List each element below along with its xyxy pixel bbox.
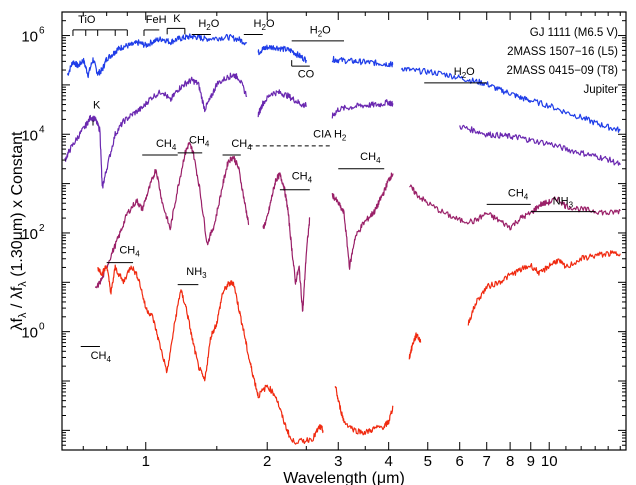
series-2 <box>64 72 621 189</box>
x-tick-label-2: 2 <box>263 453 271 470</box>
y-axis-label: λfλ / λfλ (1.30μm) x Constant <box>9 131 29 331</box>
x-tick-label-3: 3 <box>334 453 342 470</box>
series-2-segment-3 <box>331 99 394 119</box>
legend-entry-1: GJ 1111 (M6.5 V) <box>530 27 618 39</box>
series-2-segment-1 <box>64 72 248 189</box>
series-1-segment-1 <box>67 33 248 79</box>
annotation-label-20: CH4 <box>91 350 112 364</box>
annotation-label-5: H2O <box>254 18 275 32</box>
annotation-label-3: K <box>173 13 181 25</box>
series-1 <box>67 33 621 133</box>
y-tick-label-4: 10 <box>21 29 38 46</box>
series-4-segment-4 <box>467 250 621 326</box>
series-3-segment-1 <box>94 141 250 289</box>
annotation-label-1: TiO <box>78 14 96 26</box>
series-1-segment-4 <box>400 66 621 133</box>
series-4 <box>97 250 621 445</box>
x-tick-label-5: 5 <box>424 453 432 470</box>
y-tick-label-3: 10 <box>21 127 38 144</box>
legend: GJ 1111 (M6.5 V) 2MASS 1507−16 (L5) 2MASS … <box>506 27 618 96</box>
series-4-segment-1 <box>97 264 324 445</box>
y-tick-exponent-4: 6 <box>39 26 45 37</box>
series-3-segment-2 <box>262 172 311 312</box>
annotation-label-11: CH4 <box>189 134 210 148</box>
series-3 <box>94 141 621 312</box>
legend-entry-4: Jupiter <box>583 84 618 96</box>
series-1-segment-2 <box>257 44 307 64</box>
y-tick-exponent-2: 2 <box>39 223 45 234</box>
x-tick-label-10: 10 <box>541 453 558 470</box>
legend-entry-3: 2MASS 0415−09 (T8) <box>506 65 618 77</box>
y-tick-label-2: 10 <box>21 226 38 243</box>
annotation-label-8: H2O <box>454 66 475 80</box>
annotation-label-15: CH4 <box>360 151 381 165</box>
series-1-segment-3 <box>331 55 394 68</box>
annotation-label-17: NH3 <box>553 195 574 209</box>
annotation-label-13: CIA H2 <box>313 129 347 143</box>
annotation-label-19: NH3 <box>186 266 207 280</box>
x-tick-label-8: 8 <box>506 453 514 470</box>
x-tick-label-6: 6 <box>456 453 464 470</box>
annotation-label-9: K <box>93 100 101 112</box>
annotation-layer: TiO FeH K H2O H2O H2O CO H2O K CH4 CH4 CH4 CIA H2 CH4… <box>72 13 596 364</box>
x-tick-label-7: 7 <box>483 453 491 470</box>
y-tick-exponent-1: 0 <box>39 322 45 333</box>
series-2-segment-2 <box>257 89 307 118</box>
series-2-segment-4 <box>459 124 621 166</box>
x-tick-label-4: 4 <box>384 453 392 470</box>
x-tick-label-1: 1 <box>142 453 150 470</box>
annotation-label-10: CH4 <box>156 138 177 152</box>
annotation-label-2: FeH <box>146 14 167 26</box>
annotation-label-16: CH4 <box>508 187 529 201</box>
annotation-label-7: CO <box>298 69 315 81</box>
x-axis-label: Wavelength (μm) <box>283 470 405 485</box>
legend-entry-2: 2MASS 1507−16 (L5) <box>507 46 618 58</box>
annotation-label-4: H2O <box>198 18 219 32</box>
series-4-segment-3 <box>408 332 422 360</box>
y-tick-label-1: 10 <box>21 325 38 342</box>
y-tick-exponent-3: 4 <box>39 124 45 135</box>
annotation-label-12: CH4 <box>231 138 252 152</box>
series-4-segment-2 <box>334 386 394 436</box>
annotation-label-18: CH4 <box>119 245 140 259</box>
annotation-label-14: CH4 <box>292 171 313 185</box>
series-3-segment-3 <box>331 172 394 270</box>
plot-frame <box>61 11 627 451</box>
x-tick-label-9: 9 <box>527 453 535 470</box>
annotation-label-6: H2O <box>310 25 331 39</box>
series-3-segment-4 <box>409 184 621 231</box>
series-layer <box>64 33 621 445</box>
